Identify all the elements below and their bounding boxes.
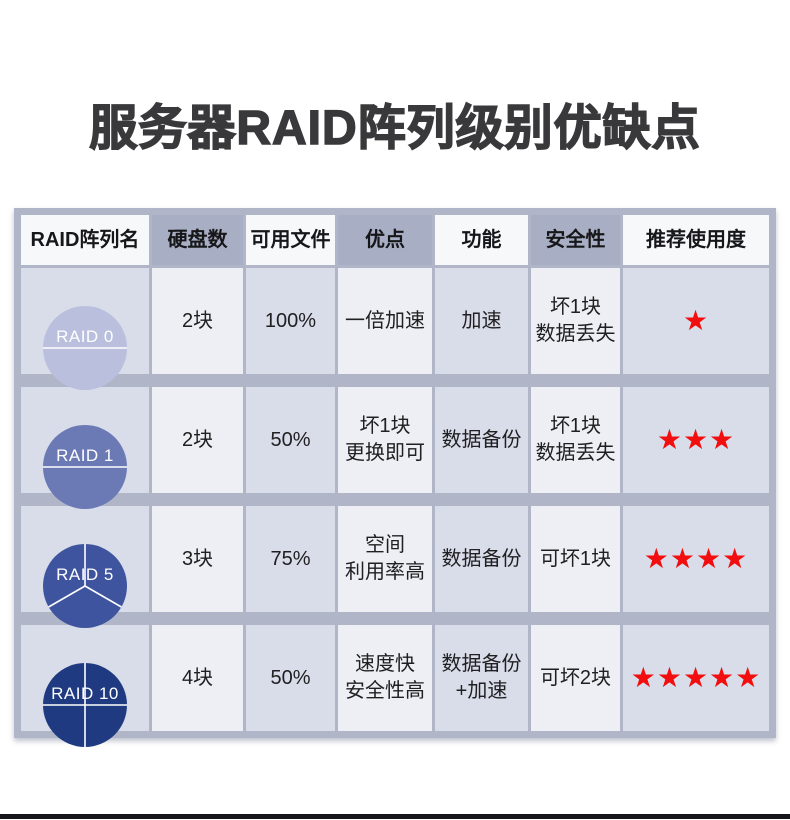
table-row-raid10: RAID 10 4块 50% 速度快 安全性高 数据备份 +加速 可坏2块 ★★… [21, 625, 769, 747]
raid10-function-cell: 数据备份 +加速 [435, 625, 528, 731]
raid0-usable-cell: 100% [246, 268, 335, 374]
header-raid-name: RAID阵列名 [21, 215, 149, 265]
raid10-pie-icon: RAID 10 [43, 636, 127, 747]
raid0-star-rating: ★ [623, 268, 769, 374]
raid0-safety-cell: 坏1块 数据丢失 [531, 268, 620, 374]
header-disk-count: 硬盘数 [152, 215, 243, 265]
raid10-disks-cell: 4块 [152, 625, 243, 731]
raid5-advantage-cell: 空间 利用率高 [338, 506, 432, 612]
raid10-label: RAID 10 [51, 684, 119, 704]
header-safety: 安全性 [531, 215, 620, 265]
raid0-disks-cell: 2块 [152, 268, 243, 374]
header-advantage: 优点 [338, 215, 432, 265]
bottom-bar [0, 814, 790, 819]
raid5-star-rating: ★★★★ [623, 506, 769, 612]
table-header-row: RAID阵列名 硬盘数 可用文件 优点 功能 安全性 推荐使用度 [21, 215, 769, 265]
raid5-usable-cell: 75% [246, 506, 335, 612]
raid1-name-cell: RAID 1 [21, 387, 149, 509]
raid1-label: RAID 1 [56, 446, 114, 466]
raid0-name-cell: RAID 0 [21, 268, 149, 390]
raid1-advantage-cell: 坏1块 更换即可 [338, 387, 432, 493]
raid5-function-cell: 数据备份 [435, 506, 528, 612]
header-usable: 可用文件 [246, 215, 335, 265]
raid1-safety-cell: 坏1块 数据丢失 [531, 387, 620, 493]
page-title: 服务器RAID阵列级别优缺点 [89, 101, 701, 156]
raid5-name-cell: RAID 5 [21, 506, 149, 628]
raid1-pie-icon: RAID 1 [43, 398, 127, 509]
raid0-label: RAID 0 [56, 327, 114, 347]
raid5-label: RAID 5 [56, 565, 114, 585]
raid10-star-rating: ★★★★★ [623, 625, 769, 731]
raid0-function-cell: 加速 [435, 268, 528, 374]
raid0-pie-icon: RAID 0 [43, 279, 127, 390]
raid1-usable-cell: 50% [246, 387, 335, 493]
raid0-advantage-cell: 一倍加速 [338, 268, 432, 374]
header-function: 功能 [435, 215, 528, 265]
raid1-star-rating: ★★★ [623, 387, 769, 493]
table-row-raid5: RAID 5 3块 75% 空间 利用率高 数据备份 可坏1块 ★★★★ [21, 506, 769, 628]
raid10-safety-cell: 可坏2块 [531, 625, 620, 731]
table-row-raid1: RAID 1 2块 50% 坏1块 更换即可 数据备份 坏1块 数据丢失 ★★★ [21, 387, 769, 509]
raid10-name-cell: RAID 10 [21, 625, 149, 747]
raid1-disks-cell: 2块 [152, 387, 243, 493]
raid1-function-cell: 数据备份 [435, 387, 528, 493]
raid-comparison-table: RAID阵列名 硬盘数 可用文件 优点 功能 安全性 推荐使用度 RAID 0 … [14, 208, 776, 747]
table-row-raid0: RAID 0 2块 100% 一倍加速 加速 坏1块 数据丢失 ★ [21, 268, 769, 390]
header-recommend: 推荐使用度 [623, 215, 769, 265]
raid5-disks-cell: 3块 [152, 506, 243, 612]
raid10-usable-cell: 50% [246, 625, 335, 731]
raid10-advantage-cell: 速度快 安全性高 [338, 625, 432, 731]
raid5-pie-icon: RAID 5 [43, 517, 127, 628]
raid5-safety-cell: 可坏1块 [531, 506, 620, 612]
